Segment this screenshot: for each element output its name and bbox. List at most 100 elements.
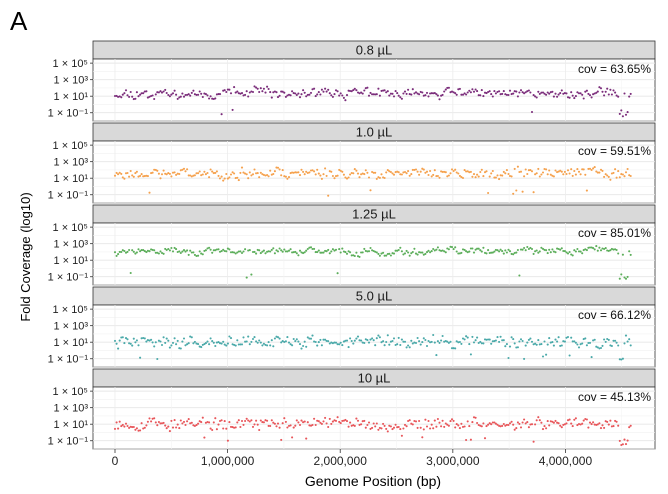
coverage-point xyxy=(566,419,570,422)
coverage-point xyxy=(247,95,250,98)
coverage-point xyxy=(614,91,617,94)
coverage-point xyxy=(380,252,383,255)
coverage-point xyxy=(344,339,347,342)
coverage-point xyxy=(624,334,628,337)
coverage-point xyxy=(267,341,270,344)
coverage-point xyxy=(320,88,323,91)
coverage-point xyxy=(336,416,339,419)
coverage-point xyxy=(587,167,590,170)
y-tick-label: 1 × 10¹ xyxy=(53,419,88,431)
coverage-point xyxy=(496,249,499,252)
coverage-point xyxy=(168,430,171,433)
coverage-point xyxy=(270,248,273,251)
coverage-point xyxy=(325,250,328,253)
coverage-point xyxy=(208,343,211,346)
coverage-point xyxy=(521,248,524,251)
coverage-point xyxy=(527,338,530,341)
coverage-point xyxy=(140,92,143,95)
coverage-point xyxy=(588,246,592,249)
y-tick-label: 1 × 10³ xyxy=(53,403,88,415)
coverage-point xyxy=(450,418,454,421)
coverage-point xyxy=(425,170,429,173)
coverage-point xyxy=(211,251,214,254)
coverage-point xyxy=(447,341,450,344)
facet-strip-label: 1.25 µL xyxy=(352,207,396,222)
coverage-point xyxy=(521,91,524,94)
coverage-point xyxy=(524,91,527,94)
coverage-point xyxy=(621,173,624,176)
coverage-point xyxy=(175,248,178,251)
coverage-point xyxy=(192,89,195,92)
coverage-point xyxy=(549,91,552,94)
coverage-point xyxy=(276,250,280,253)
coverage-point xyxy=(389,92,392,95)
coverage-point xyxy=(603,175,606,178)
coverage-point xyxy=(253,423,256,426)
coverage-point xyxy=(124,89,128,92)
coverage-point xyxy=(571,94,574,97)
coverage-point xyxy=(541,171,545,174)
coverage-point xyxy=(306,247,309,251)
coverage-point xyxy=(134,252,137,255)
coverage-point xyxy=(280,341,283,344)
coverage-point xyxy=(287,176,291,179)
coverage-point xyxy=(468,89,471,92)
coverage-point xyxy=(283,175,286,178)
coverage-point xyxy=(187,93,190,96)
coverage-point xyxy=(629,253,632,256)
y-tick-label: 1 × 10¹ xyxy=(53,337,88,349)
coverage-point xyxy=(267,250,270,253)
coverage-point xyxy=(269,344,272,347)
coverage-point xyxy=(280,249,283,252)
coverage-point xyxy=(443,250,446,253)
coverage-point xyxy=(255,86,258,89)
coverage-point xyxy=(452,347,455,350)
coverage-point xyxy=(560,344,563,347)
coverage-point xyxy=(460,342,463,345)
coverage-point xyxy=(300,419,303,422)
coverage-point xyxy=(353,87,356,90)
coverage-point xyxy=(363,89,366,92)
coverage-point xyxy=(476,90,479,93)
coverage-point xyxy=(167,425,170,428)
coverage-point xyxy=(510,336,513,339)
coverage-point xyxy=(598,86,601,89)
coverage-point xyxy=(476,173,479,176)
coverage-point xyxy=(574,417,577,420)
coverage-point xyxy=(579,343,582,346)
coverage-point xyxy=(316,93,319,96)
coverage-point xyxy=(446,86,449,89)
coverage-point xyxy=(195,172,198,175)
coverage-point xyxy=(173,337,176,340)
coverage-point xyxy=(345,252,349,255)
coverage-point xyxy=(513,428,516,431)
coverage-point xyxy=(601,247,604,250)
coverage-point xyxy=(167,247,170,251)
coverage-point xyxy=(212,341,215,344)
coverage-point xyxy=(618,277,621,280)
coverage-point xyxy=(455,171,458,174)
coverage-point xyxy=(582,249,585,252)
coverage-point xyxy=(139,174,142,177)
coverage-point xyxy=(349,421,352,424)
coverage-point xyxy=(548,248,551,251)
coverage-point xyxy=(182,95,186,98)
coverage-point xyxy=(628,426,631,429)
coverage-point xyxy=(139,356,142,359)
coverage-point xyxy=(356,335,360,338)
coverage-point xyxy=(259,419,262,422)
coverage-point xyxy=(405,425,408,428)
coverage-point xyxy=(515,189,518,192)
coverage-point xyxy=(529,337,532,340)
coverage-points xyxy=(113,245,632,280)
coverage-point xyxy=(388,94,391,97)
coverage-point xyxy=(416,170,419,173)
coverage-point xyxy=(606,337,609,341)
coverage-point xyxy=(388,170,391,173)
coverage-point xyxy=(330,94,333,97)
coverage-point xyxy=(165,248,168,252)
coverage-point xyxy=(603,247,606,251)
coverage-point xyxy=(233,343,236,346)
coverage-point xyxy=(195,342,198,345)
coverage-point xyxy=(142,336,145,340)
